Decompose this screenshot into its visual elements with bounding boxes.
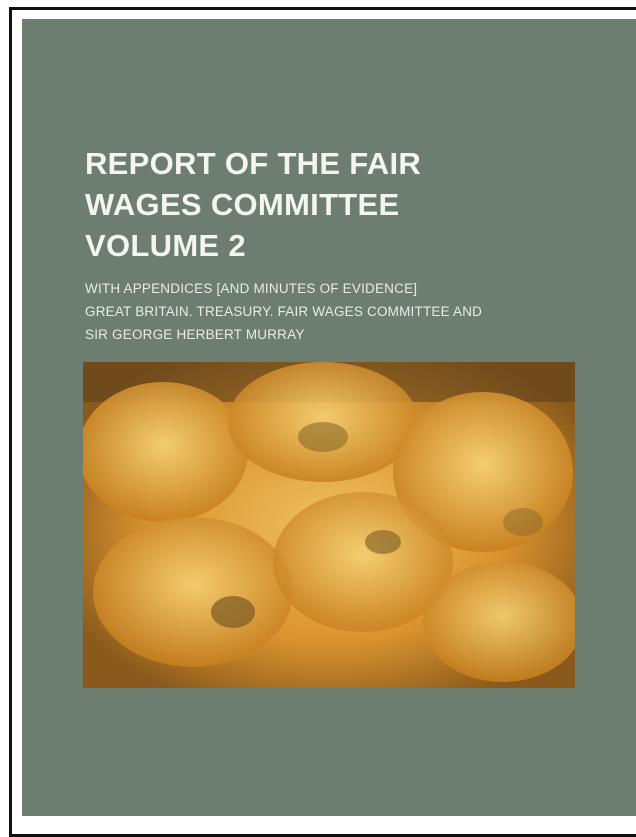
flower xyxy=(93,517,293,667)
title-line: VOLUME 2 xyxy=(85,228,246,263)
title: REPORT OF THE FAIR WAGES COMMITTEE VOLUM… xyxy=(85,143,421,266)
author-line: SIR GEORGE HERBERT MURRAY xyxy=(85,327,305,342)
title-line: REPORT OF THE FAIR xyxy=(85,146,422,181)
book-cover: REPORT OF THE FAIR WAGES COMMITTEE VOLUM… xyxy=(22,19,636,816)
subtitle: WITH APPENDICES [AND MINUTES OF EVIDENCE… xyxy=(85,281,418,296)
flower xyxy=(273,492,453,632)
flower-center xyxy=(211,596,255,628)
flower xyxy=(83,382,248,522)
title-line: WAGES COMMITTEE xyxy=(85,187,400,222)
flower-center xyxy=(365,530,401,554)
cover-painting xyxy=(83,362,575,688)
flower-center xyxy=(503,508,543,536)
author-line: GREAT BRITAIN. TREASURY. FAIR WAGES COMM… xyxy=(85,304,483,319)
flower xyxy=(423,562,575,682)
flower-center xyxy=(298,422,348,452)
